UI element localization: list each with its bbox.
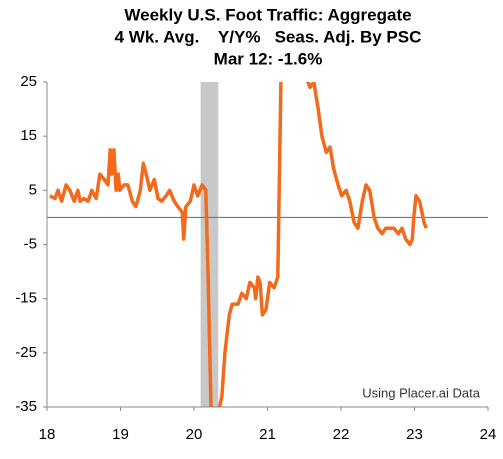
shaded-band bbox=[200, 82, 219, 407]
y-tick-label: -25 bbox=[15, 344, 37, 361]
plot-area bbox=[47, 82, 488, 407]
line-series bbox=[49, 82, 428, 407]
title: Weekly U.S. Foot Traffic: Aggregate bbox=[124, 5, 411, 24]
x-tick-label: 23 bbox=[406, 426, 423, 443]
x-tick-label: 22 bbox=[333, 426, 350, 443]
subtitle: 4 Wk. Avg. Y/Y% Seas. Adj. By PSC bbox=[115, 27, 422, 46]
x-tick-label: 18 bbox=[39, 426, 56, 443]
y-tick-label: 25 bbox=[20, 73, 37, 90]
x-tick-label: 20 bbox=[186, 426, 203, 443]
subtitle: Mar 12: -1.6% bbox=[214, 49, 323, 68]
y-tick-label: -35 bbox=[15, 398, 37, 415]
x-tick-label: 24 bbox=[480, 426, 497, 443]
annotation: Using Placer.ai Data bbox=[362, 385, 481, 400]
y-tick-label: 15 bbox=[20, 127, 37, 144]
y-tick-label: -15 bbox=[15, 290, 37, 307]
x-tick-label: 21 bbox=[259, 426, 276, 443]
y-tick-label: 5 bbox=[29, 181, 37, 198]
y-tick-label: -5 bbox=[24, 235, 37, 252]
x-tick-label: 19 bbox=[112, 426, 129, 443]
